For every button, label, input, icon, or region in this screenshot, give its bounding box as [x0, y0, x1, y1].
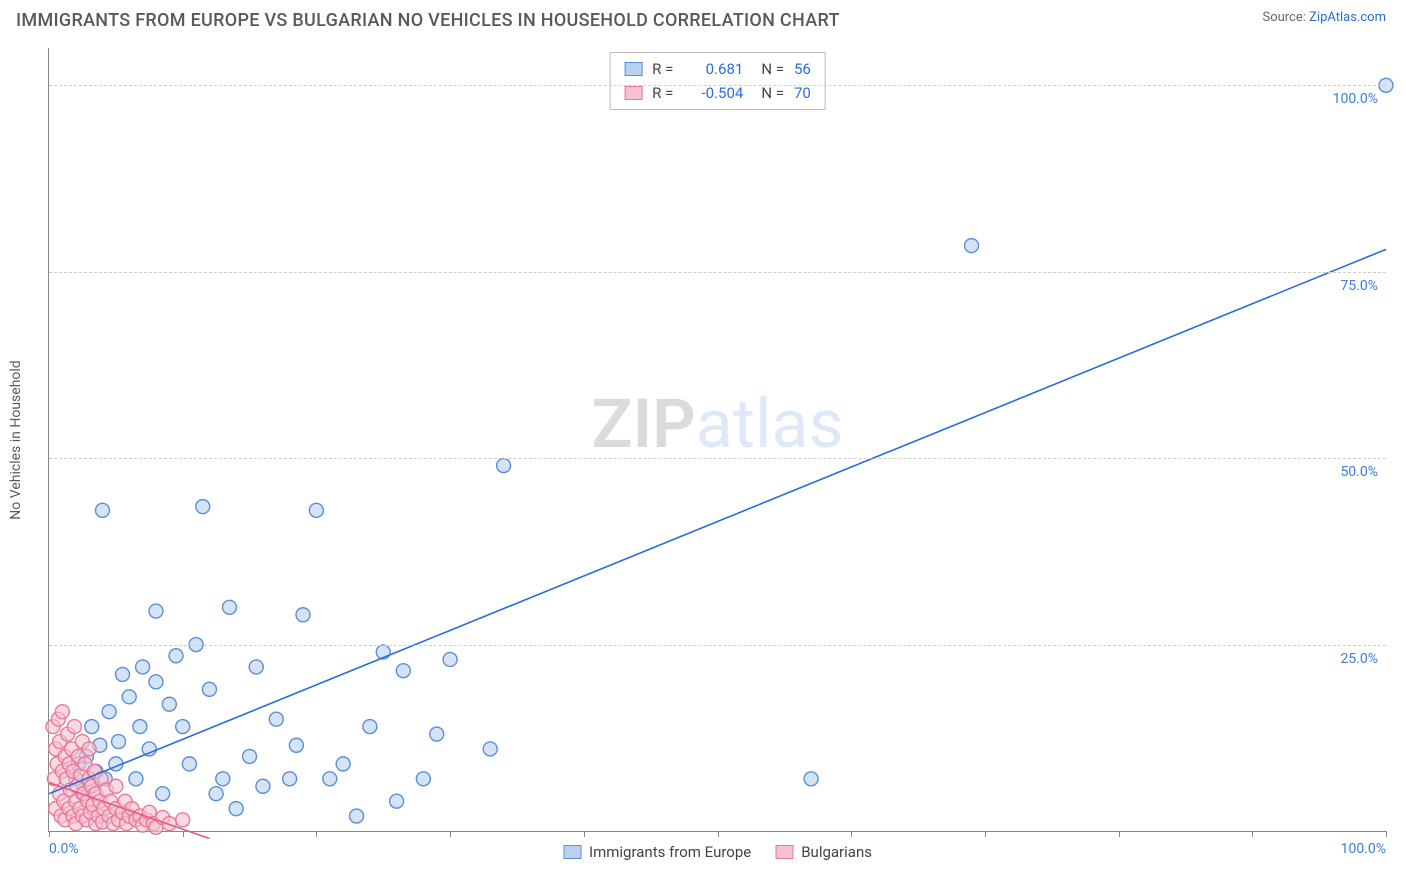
x-tick	[1386, 831, 1387, 837]
legend-label-bulgarians: Bulgarians	[801, 843, 872, 861]
data-point-europe	[196, 500, 210, 514]
data-point-europe	[169, 649, 183, 663]
data-point-europe	[296, 608, 310, 622]
data-point-europe	[249, 660, 263, 674]
source-attribution: Source: ZipAtlas.com	[1262, 10, 1386, 25]
series-legend: Immigrants from Europe Bulgarians	[563, 843, 872, 861]
data-point-europe	[116, 667, 130, 681]
data-point-europe	[209, 787, 223, 801]
data-point-europe	[133, 720, 147, 734]
swatch-bulgarians	[775, 845, 793, 859]
chart-svg	[49, 48, 1386, 831]
x-tick-label: 0.0%	[49, 841, 79, 857]
y-tick-label: 50.0%	[1340, 464, 1378, 480]
corr-row-europe: R = 0.681 N = 56	[624, 57, 811, 81]
data-point-europe	[182, 757, 196, 771]
data-point-europe	[122, 690, 136, 704]
data-point-europe	[156, 787, 170, 801]
legend-label-europe: Immigrants from Europe	[589, 843, 751, 861]
y-tick-label: 75.0%	[1340, 278, 1378, 294]
x-tick	[183, 831, 184, 837]
x-tick	[718, 831, 719, 837]
data-point-europe	[112, 735, 126, 749]
data-point-europe	[222, 600, 236, 614]
chart-title: IMMIGRANTS FROM EUROPE VS BULGARIAN NO V…	[16, 10, 840, 31]
data-point-europe	[202, 682, 216, 696]
data-point-bulgarians	[109, 779, 123, 793]
plot-region: ZIPatlas R =0.681N =56R =-0.504N =70 Imm…	[48, 48, 1386, 832]
x-tick	[1252, 831, 1253, 837]
gridline	[49, 645, 1386, 646]
data-point-europe	[95, 503, 109, 517]
source-prefix: Source:	[1262, 10, 1309, 25]
x-tick	[49, 831, 50, 837]
x-tick	[316, 831, 317, 837]
r-value-europe: 0.681	[683, 57, 743, 81]
x-tick	[584, 831, 585, 837]
gridline	[49, 458, 1386, 459]
data-point-europe	[483, 742, 497, 756]
legend-item-europe: Immigrants from Europe	[563, 843, 751, 861]
data-point-europe	[102, 705, 116, 719]
data-point-europe	[965, 239, 979, 253]
data-point-europe	[804, 772, 818, 786]
x-tick-label: 100.0%	[1341, 841, 1386, 857]
data-point-europe	[443, 652, 457, 666]
chart-header: IMMIGRANTS FROM EUROPE VS BULGARIAN NO V…	[0, 0, 1406, 37]
n-label: N =	[761, 57, 784, 81]
data-point-europe	[149, 675, 163, 689]
data-point-europe	[363, 720, 377, 734]
data-point-europe	[256, 779, 270, 793]
data-point-europe	[129, 772, 143, 786]
legend-item-bulgarians: Bulgarians	[775, 843, 872, 861]
data-point-europe	[309, 503, 323, 517]
gridline	[49, 272, 1386, 273]
data-point-europe	[350, 809, 364, 823]
trend-line-europe	[49, 249, 1386, 793]
gridline	[49, 85, 1386, 86]
data-point-europe	[283, 772, 297, 786]
data-point-europe	[243, 749, 257, 763]
data-point-europe	[390, 794, 404, 808]
data-point-europe	[336, 757, 350, 771]
y-tick-label: 25.0%	[1340, 651, 1378, 667]
data-point-europe	[497, 459, 511, 473]
data-point-europe	[176, 720, 190, 734]
y-tick-label: 100.0%	[1333, 91, 1378, 107]
y-axis-label: No Vehicles in Household	[8, 360, 24, 519]
swatch-europe	[624, 62, 642, 76]
n-value-europe: 56	[794, 57, 811, 81]
data-point-bulgarians	[55, 705, 69, 719]
data-point-europe	[289, 738, 303, 752]
plot-area: No Vehicles in Household ZIPatlas R =0.6…	[48, 48, 1386, 832]
source-link[interactable]: ZipAtlas.com	[1309, 10, 1386, 25]
correlation-legend: R =0.681N =56R =-0.504N =70	[609, 52, 826, 110]
swatch-bulgarians	[624, 86, 642, 100]
data-point-europe	[430, 727, 444, 741]
data-point-europe	[85, 720, 99, 734]
data-point-europe	[162, 697, 176, 711]
x-tick	[985, 831, 986, 837]
data-point-europe	[396, 664, 410, 678]
data-point-europe	[216, 772, 230, 786]
data-point-bulgarians	[67, 720, 81, 734]
data-point-europe	[416, 772, 430, 786]
data-point-europe	[136, 660, 150, 674]
data-point-europe	[229, 802, 243, 816]
x-tick	[450, 831, 451, 837]
data-point-europe	[323, 772, 337, 786]
swatch-europe	[563, 845, 581, 859]
x-tick	[851, 831, 852, 837]
data-point-bulgarians	[176, 813, 190, 827]
data-point-bulgarians	[82, 742, 96, 756]
data-point-europe	[142, 742, 156, 756]
r-label: R =	[652, 57, 673, 81]
data-point-europe	[149, 604, 163, 618]
x-tick	[1119, 831, 1120, 837]
data-point-europe	[269, 712, 283, 726]
